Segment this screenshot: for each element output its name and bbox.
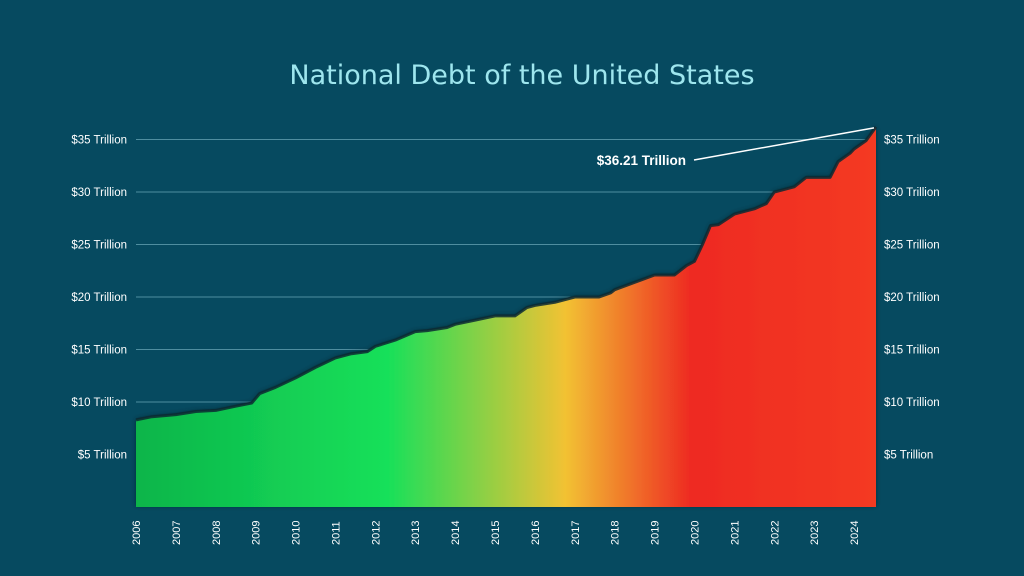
x-tick-label: 2022 (769, 521, 781, 545)
y-tick-label-left: $15 Trillion (71, 345, 127, 357)
x-tick-label: 2006 (131, 521, 143, 545)
annotation: $36.21 Trillion (597, 127, 875, 168)
debt-line (135, 125, 878, 422)
y-tick-label-right: $5 Trillion (884, 450, 933, 462)
x-tick-label: 2009 (251, 521, 263, 545)
y-tick-label-right: $20 Trillion (884, 292, 940, 304)
y-tick-label-left: $35 Trillion (71, 135, 127, 147)
y-tick-label-left: $5 Trillion (78, 450, 127, 462)
x-tick-label: 2020 (689, 521, 701, 545)
x-tick-label: 2018 (610, 521, 622, 545)
y-tick-label-right: $35 Trillion (884, 135, 940, 147)
x-tick-label: 2008 (211, 521, 223, 545)
x-tick-label: 2013 (410, 521, 422, 545)
x-tick-label: 2010 (291, 521, 303, 545)
y-tick-label-left: $30 Trillion (71, 187, 127, 199)
x-tick-label: 2011 (330, 521, 342, 545)
annotation-label: $36.21 Trillion (597, 153, 686, 168)
area-series (135, 125, 878, 507)
y-axis-left: $5 Trillion $10 Trillion $15 Trillion $20 T… (71, 135, 127, 462)
x-tick-label: 2007 (171, 521, 183, 545)
chart-title: National Debt of the United States (289, 60, 754, 91)
x-tick-label: 2024 (849, 521, 861, 545)
annotation-leader-line (693, 127, 875, 161)
y-tick-label-left: $20 Trillion (71, 292, 127, 304)
x-tick-label: 2014 (450, 521, 462, 545)
x-axis: 2006 2007 2008 2009 2010 2011 2012 2013 2014 2015… (131, 521, 861, 545)
y-tick-label-right: $25 Trillion (884, 240, 940, 252)
x-tick-label: 2016 (530, 521, 542, 545)
x-tick-label: 2015 (490, 521, 502, 545)
x-tick-label: 2012 (370, 521, 382, 545)
y-tick-label-right: $15 Trillion (884, 345, 940, 357)
x-tick-label: 2023 (809, 521, 821, 545)
y-tick-label-right: $30 Trillion (884, 187, 940, 199)
y-tick-label-right: $10 Trillion (884, 397, 940, 409)
x-tick-label: 2019 (650, 521, 662, 545)
x-tick-label: 2017 (570, 521, 582, 545)
y-axis-right: $5 Trillion $10 Trillion $15 Trillion $20 T… (884, 135, 940, 462)
x-tick-label: 2021 (729, 521, 741, 545)
y-tick-label-left: $25 Trillion (71, 240, 127, 252)
y-tick-label-left: $10 Trillion (71, 397, 127, 409)
